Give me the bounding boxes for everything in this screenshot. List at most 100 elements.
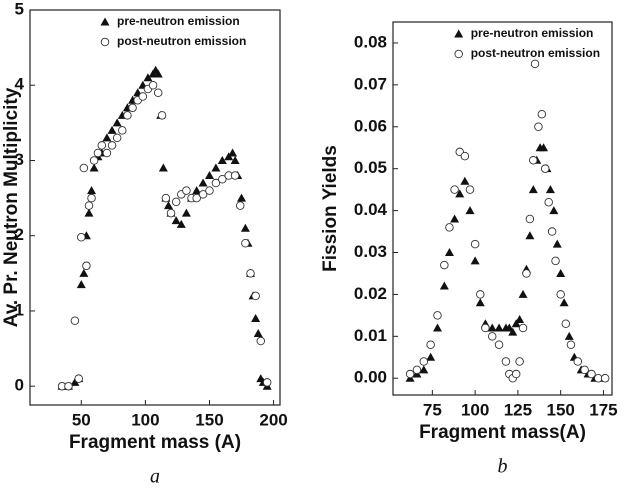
circle-point — [515, 357, 524, 366]
circle-point — [587, 369, 596, 379]
circle-point — [537, 109, 547, 119]
circle-point — [419, 357, 429, 366]
x-axis-label: Fragment mass(A) — [419, 422, 586, 443]
triangle-point — [211, 163, 221, 172]
legend-label: post-neutron emission — [117, 34, 246, 48]
y-tick-label: 0.02 — [354, 284, 387, 303]
circle-point — [460, 151, 470, 161]
circle-point — [405, 369, 415, 379]
circle-point — [166, 208, 176, 218]
triangle-point — [181, 208, 191, 217]
circle-point — [128, 103, 137, 113]
circle-point — [77, 232, 86, 242]
circle-point — [64, 381, 73, 391]
triangle-point — [470, 256, 480, 265]
y-tick-label: 2 — [15, 225, 24, 244]
triangle-point — [545, 185, 555, 194]
circle-point — [566, 340, 576, 349]
circle-point — [148, 80, 158, 90]
y-tick-label: 1 — [15, 300, 24, 319]
circle-point — [230, 171, 240, 180]
triangle-point — [559, 298, 569, 307]
x-tick-label: 150 — [195, 410, 223, 429]
x-tick-label: 75 — [423, 400, 442, 419]
triangle-point — [102, 133, 112, 142]
circle-point — [525, 214, 535, 224]
circle-point — [530, 59, 540, 69]
circle-point — [556, 290, 565, 299]
triangle-point — [432, 323, 442, 332]
legend-marker — [454, 29, 464, 38]
legend-marker — [100, 37, 110, 47]
circle-point — [93, 148, 103, 158]
y-tick-label: 0.01 — [354, 326, 387, 345]
legend-label: post-neutron emission — [471, 46, 600, 60]
circle-point — [251, 291, 260, 301]
y-tick-label: 0.08 — [354, 32, 387, 51]
circle-point — [573, 357, 583, 366]
y-tick-label: 0 — [15, 376, 24, 395]
circle-point — [89, 156, 99, 165]
circle-point — [501, 357, 511, 366]
x-tick-label: 50 — [72, 410, 91, 429]
circle-point — [161, 193, 171, 203]
triangle-point — [217, 155, 227, 164]
circle-point — [182, 186, 191, 195]
circle-point — [236, 201, 245, 210]
y-tick-label: 0.05 — [354, 158, 387, 177]
circle-point — [547, 227, 557, 236]
circle-point — [218, 175, 227, 184]
triangle-point — [84, 208, 94, 217]
triangle-point — [511, 319, 521, 328]
triangle-point — [528, 185, 538, 194]
circle-point — [481, 323, 490, 333]
triangle-point — [455, 189, 465, 198]
circle-point — [511, 369, 521, 379]
triangle-point — [204, 171, 214, 180]
x-axis-label: Fragment mass (A) — [69, 432, 241, 453]
legend-label: pre-neutron emission — [471, 26, 594, 40]
circle-point — [118, 126, 127, 135]
triangle-point — [253, 329, 263, 338]
circle-point — [112, 133, 122, 143]
circle-point — [518, 323, 528, 333]
circle-point — [544, 197, 553, 207]
circle-point — [551, 256, 560, 266]
triangle-point — [87, 186, 97, 195]
triangle-point — [176, 219, 186, 228]
triangle-point — [556, 268, 566, 277]
circle-point — [82, 261, 91, 271]
circle-point — [87, 193, 96, 203]
circle-point — [205, 186, 214, 195]
circle-point — [465, 185, 475, 194]
circle-point — [79, 163, 89, 173]
circle-point — [426, 340, 435, 349]
circle-point — [412, 365, 422, 375]
triangle-point — [143, 73, 153, 82]
triangle-point — [460, 176, 470, 185]
triangle-point — [251, 313, 261, 322]
triangle-point — [450, 214, 460, 223]
circle-point — [580, 365, 589, 375]
triangle-point — [198, 178, 208, 187]
triangle-point — [475, 298, 485, 307]
circle-point — [211, 178, 221, 188]
triangle-point — [192, 186, 202, 195]
triangle-point — [230, 155, 240, 164]
circle-point — [70, 316, 80, 325]
y-tick-label: 4 — [15, 75, 25, 94]
circle-point — [522, 269, 531, 278]
triangle-point — [508, 327, 518, 336]
triangle-point — [107, 125, 117, 134]
y-axis-label: Av. Pr. Neutron Multiplicity — [1, 87, 22, 327]
circle-point — [74, 374, 83, 383]
triangle-point — [518, 289, 528, 298]
y-tick-label: 0.03 — [354, 242, 387, 261]
triangle-point — [171, 216, 181, 225]
x-tick-label: 150 — [546, 400, 574, 419]
triangle-point — [549, 206, 559, 215]
circle-point — [123, 111, 132, 120]
circle-point — [107, 141, 117, 150]
x-tick-label: 175 — [589, 400, 617, 419]
